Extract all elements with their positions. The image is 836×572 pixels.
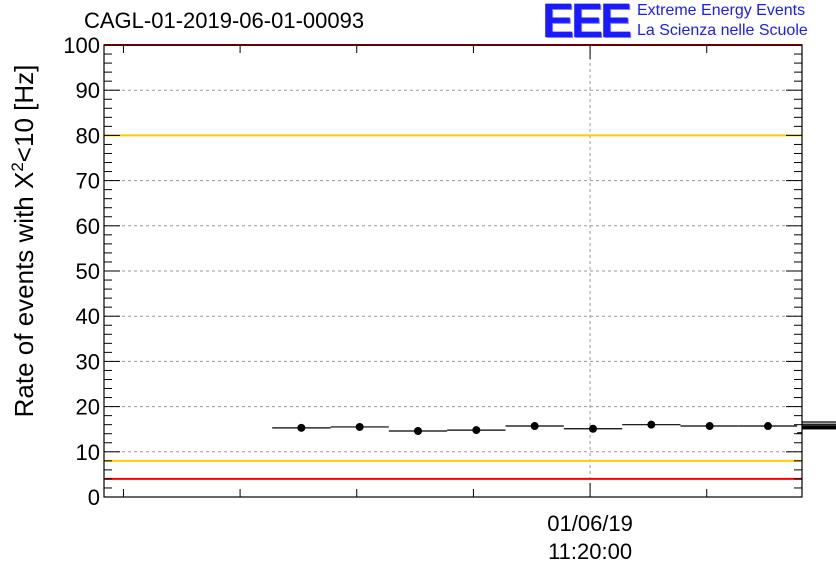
y-axis-label: Rate of events with X2<10 [Hz] bbox=[8, 65, 39, 418]
y-tick-label: 30 bbox=[76, 349, 100, 374]
logo-line-1: Extreme Energy Events bbox=[637, 2, 806, 19]
logo-mark: EEE bbox=[542, 0, 632, 48]
y-tick-label: 50 bbox=[76, 259, 100, 284]
x-tick-date-label: 01/06/19 bbox=[547, 511, 633, 536]
reference-lines bbox=[104, 44, 802, 480]
x-tick-time-label: 11:20:00 bbox=[548, 539, 632, 564]
grid-layer bbox=[104, 45, 802, 497]
data-point bbox=[472, 426, 481, 435]
data-point bbox=[297, 423, 306, 432]
y-tick-label: 40 bbox=[76, 304, 100, 329]
y-tick-label: 80 bbox=[76, 123, 100, 148]
data-point bbox=[530, 422, 539, 431]
y-tick-label: 70 bbox=[76, 169, 100, 194]
y-tick-label: 90 bbox=[76, 78, 100, 103]
y-tick-label: 20 bbox=[76, 395, 100, 420]
y-tick-label: 60 bbox=[76, 214, 100, 239]
logo-line-2: La Scienza nelle Scuole bbox=[637, 22, 808, 39]
data-point bbox=[414, 427, 423, 436]
run-title: CAGL-01-2019-06-01-00093 bbox=[84, 8, 365, 33]
y-tick-label: 0 bbox=[88, 485, 100, 510]
data-point bbox=[763, 422, 772, 431]
data-point bbox=[647, 420, 656, 429]
y-tick-label: 100 bbox=[63, 33, 100, 58]
data-point bbox=[355, 422, 364, 431]
axis-layer: 010203040506070809010001/06/1911:20:0001… bbox=[63, 33, 802, 564]
data-point bbox=[588, 424, 597, 433]
data-point bbox=[705, 422, 714, 431]
y-tick-label: 10 bbox=[76, 440, 100, 465]
data-series bbox=[272, 420, 836, 436]
